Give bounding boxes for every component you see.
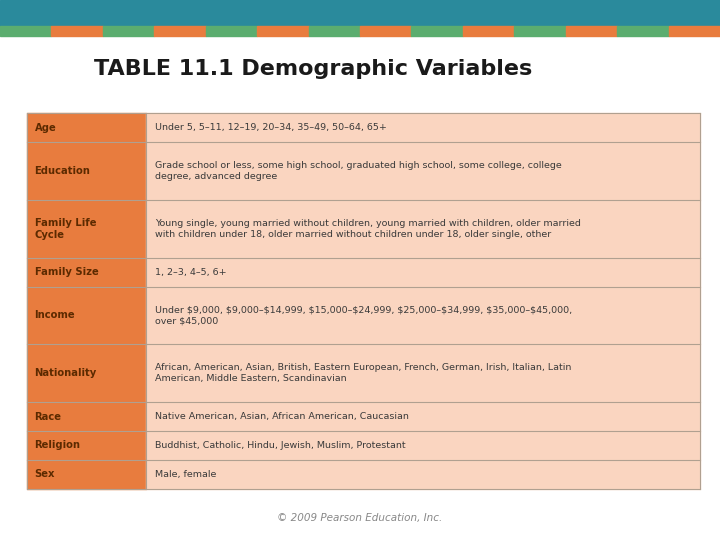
Bar [146, 402, 700, 431]
Text: 1, 2–3, 4–5, 6+: 1, 2–3, 4–5, 6+ [155, 268, 226, 276]
Bar [0, 26, 51, 36]
Bar [27, 345, 146, 402]
Text: Under 5, 5–11, 12–19, 20–34, 35–49, 50–64, 65+: Under 5, 5–11, 12–19, 20–34, 35–49, 50–6… [155, 123, 387, 132]
Text: Native American, Asian, African American, Caucasian: Native American, Asian, African American… [155, 412, 409, 421]
Bar [27, 200, 146, 258]
Bar [27, 460, 146, 489]
Bar [146, 345, 700, 402]
Text: Race: Race [35, 411, 62, 422]
Bar [206, 26, 257, 36]
Bar [27, 258, 146, 287]
Bar [146, 258, 700, 287]
Bar [514, 26, 566, 36]
Bar [309, 26, 360, 36]
Text: Age: Age [35, 123, 56, 133]
Bar [146, 200, 700, 258]
Bar [154, 26, 206, 36]
Bar [146, 287, 700, 345]
Bar [146, 431, 700, 460]
Bar [566, 26, 617, 36]
Text: Family Life
Cycle: Family Life Cycle [35, 218, 96, 240]
Text: Grade school or less, some high school, graduated high school, some college, col: Grade school or less, some high school, … [155, 161, 562, 181]
Text: Nationality: Nationality [35, 368, 96, 378]
Text: Family Size: Family Size [35, 267, 99, 277]
Text: Sex: Sex [35, 469, 55, 480]
Text: Under $9,000, $9,000–$14,999, $15,000–$24,999, $25,000–$34,999, $35,000–$45,000,: Under $9,000, $9,000–$14,999, $15,000–$2… [155, 305, 572, 326]
Bar [257, 26, 309, 36]
Bar [0, 0, 720, 26]
Text: Income: Income [35, 310, 75, 320]
Bar [27, 402, 146, 431]
Text: Buddhist, Catholic, Hindu, Jewish, Muslim, Protestant: Buddhist, Catholic, Hindu, Jewish, Musli… [155, 441, 405, 450]
Bar [51, 26, 103, 36]
Bar [463, 26, 514, 36]
Text: Male, female: Male, female [155, 470, 216, 479]
Text: TABLE 11.1 Demographic Variables: TABLE 11.1 Demographic Variables [94, 59, 532, 79]
Text: © 2009 Pearson Education, Inc.: © 2009 Pearson Education, Inc. [277, 512, 443, 523]
Bar [27, 431, 146, 460]
Bar [146, 142, 700, 200]
Text: African, American, Asian, British, Eastern European, French, German, Irish, Ital: African, American, Asian, British, Easte… [155, 363, 571, 383]
Bar [411, 26, 463, 36]
Text: Young single, young married without children, young married with children, older: Young single, young married without chil… [155, 219, 580, 239]
Bar [360, 26, 411, 36]
Bar [146, 113, 700, 142]
Bar [27, 287, 146, 345]
Bar [27, 142, 146, 200]
Text: Education: Education [35, 166, 91, 176]
Bar [669, 26, 720, 36]
Bar [617, 26, 669, 36]
Bar [27, 113, 146, 142]
Bar [103, 26, 154, 36]
Text: Religion: Religion [35, 441, 81, 450]
Bar [146, 460, 700, 489]
